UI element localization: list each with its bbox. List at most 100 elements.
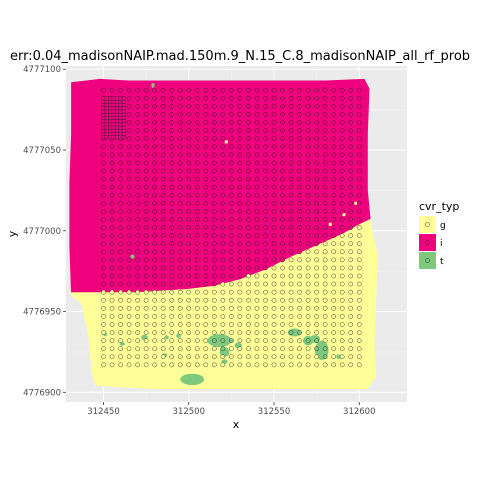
sample-point [109,338,115,343]
sample-point [348,160,354,166]
sample-point [101,362,106,368]
sample-point [212,168,217,174]
sample-point [348,87,354,93]
sample-point [297,168,302,174]
sample-point [246,136,251,142]
sample-point [135,305,140,311]
sample-point [331,338,337,343]
sample-point [348,241,354,247]
sample-point [203,136,209,142]
sample-point [280,289,285,295]
sample-point [322,241,328,247]
sample-point [194,265,200,271]
y-axis: 4776900 4776950 4777000 4777050 4777100 [23,65,66,398]
sample-point [186,120,192,125]
sample-point [152,362,157,368]
sample-point [348,168,354,174]
sample-point [288,104,294,109]
sample-point [101,168,106,174]
sample-point [135,346,140,352]
sample-point [280,217,285,222]
sample-point [203,314,209,319]
sample-point [203,305,209,311]
sample-point [263,104,268,109]
sample-point [152,314,157,319]
sample-point [271,152,277,158]
sample-point [118,297,123,303]
sample-point [280,241,285,247]
sample-point [194,176,200,182]
sample-point [118,330,123,335]
sample-point [186,297,192,303]
sample-point [322,217,328,222]
sample-point [212,112,217,117]
sample-point [246,176,251,182]
sample-point [280,354,285,360]
sample-point [246,209,251,214]
sample-point [101,152,106,158]
sample-point [348,136,354,142]
sample-point [126,330,132,335]
sample-point [212,281,217,287]
sample-point [135,273,140,279]
sample-point [118,160,123,166]
sample-point [322,104,328,109]
sample-point [237,257,243,263]
sample-point [126,104,132,109]
sample-point [101,322,106,327]
sample-point [348,297,354,303]
sample-point [288,192,294,198]
sample-point [246,322,251,327]
sample-point [280,346,285,352]
sample-point [143,273,149,279]
sample-point [271,112,277,117]
sample-point [177,217,183,222]
sample-point [203,362,209,368]
sample-point [280,87,285,93]
sample-point [246,168,251,174]
sample-point [135,233,140,238]
sample-point [143,233,149,238]
sample-point [288,200,294,206]
sample-point [143,112,149,117]
sample-point [331,241,337,247]
sample-point [169,314,175,319]
sample-point [356,104,362,109]
sample-point [126,362,132,368]
sample-point [186,346,192,352]
sample-point [152,273,157,279]
sample-point [101,346,106,352]
sample-point [169,346,175,352]
sample-point [263,354,268,360]
sample-point [152,354,157,360]
sample-point [152,257,157,263]
sample-point [356,87,362,93]
sample-point [169,225,175,230]
sample-point [143,192,149,198]
sample-point [126,354,132,360]
sample-point [177,362,183,368]
sample-point [177,136,183,142]
legend-item-t: t [419,252,444,269]
sample-point [322,176,328,182]
sample-point [109,265,115,271]
sample-point [305,152,311,158]
sample-point [229,314,234,319]
sample-point [143,265,149,271]
sample-point [305,104,311,109]
sample-point [246,160,251,166]
sample-point [177,346,183,352]
sample-point [305,289,311,295]
sample-point [160,120,166,125]
sample-point [322,314,328,319]
sample-point [246,281,251,287]
sample-point [160,330,166,335]
sample-point [160,273,166,279]
sample-point [254,273,260,279]
sample-point [254,136,260,142]
sample-point [152,265,157,271]
sample-point [263,87,268,93]
sample-point [177,95,183,101]
sample-point [194,200,200,206]
sample-point [254,104,260,109]
